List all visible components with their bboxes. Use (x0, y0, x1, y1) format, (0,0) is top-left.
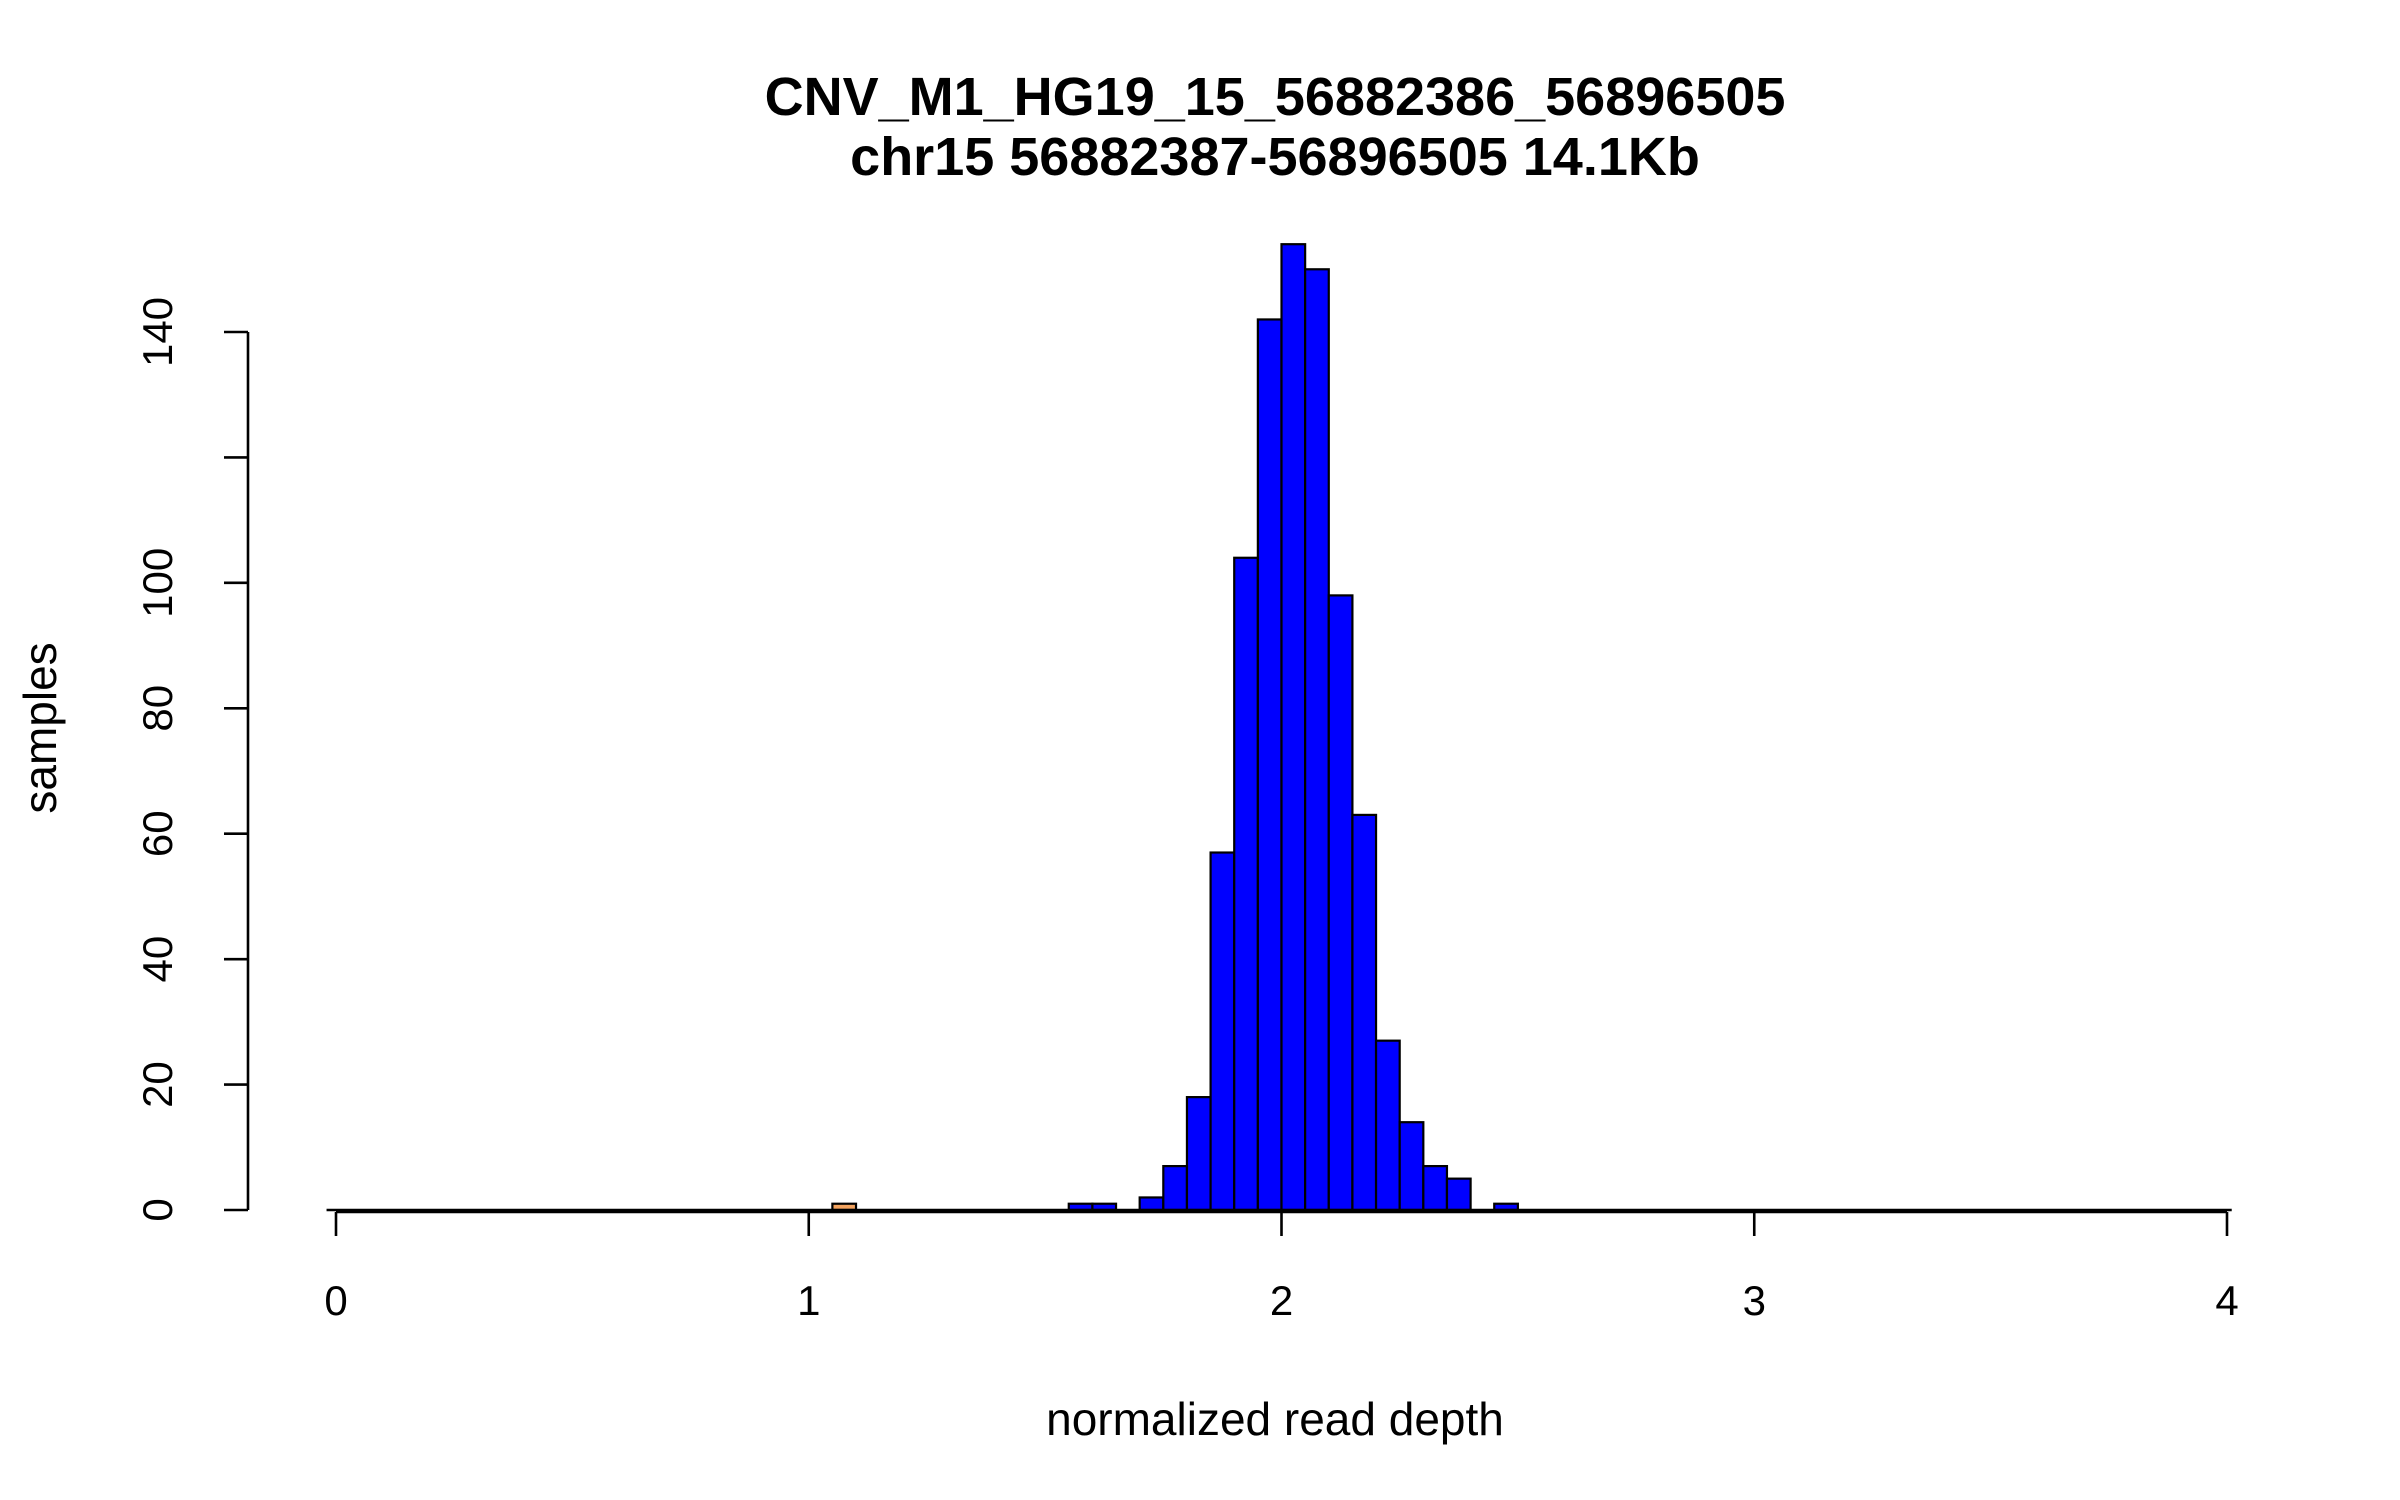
y-tick-label-60: 60 (134, 810, 181, 857)
histogram-bar (1422, 1164, 1449, 1212)
y-axis: 0 20 40 60 80 100 140 (134, 297, 250, 1222)
histogram-bar (1256, 318, 1283, 1212)
x-axis-label: normalized read depth (1046, 1393, 1504, 1445)
x-tick-label-2: 2 (1270, 1277, 1293, 1324)
histogram-bar (1351, 813, 1378, 1212)
histogram-bar (1327, 594, 1354, 1212)
histogram-bar (1209, 851, 1236, 1212)
x-tick-label-0: 0 (324, 1277, 347, 1324)
histogram-bar (1398, 1121, 1425, 1212)
chart-subtitle: chr15 56882387-56896505 14.1Kb (850, 127, 1700, 187)
x-axis: 0 1 2 3 4 (324, 1210, 2239, 1324)
histogram-bar (1185, 1096, 1212, 1212)
x-tick-label-3: 3 (1743, 1277, 1766, 1324)
histogram-bar (1304, 268, 1330, 1212)
y-axis-label: samples (14, 642, 66, 813)
y-tick-label-40: 40 (134, 936, 181, 983)
x-tick-label-1: 1 (797, 1277, 820, 1324)
y-tick-label-140: 140 (134, 297, 181, 367)
y-tick-label-80: 80 (134, 685, 181, 732)
histogram-bar (1445, 1177, 1472, 1212)
histogram-bar (1374, 1039, 1401, 1212)
histogram-bar (1162, 1164, 1189, 1212)
chart-title: CNV_M1_HG19_15_56882386_56896505 (765, 67, 1786, 127)
histogram-bar (1138, 1196, 1165, 1212)
histogram-bars (831, 243, 1519, 1212)
x-tick-label-4: 4 (2215, 1277, 2238, 1324)
y-tick-label-100: 100 (134, 548, 181, 618)
histogram-bar (1233, 556, 1259, 1212)
y-tick-label-20: 20 (134, 1061, 181, 1108)
y-tick-label-0: 0 (134, 1198, 181, 1221)
histogram-bar (1280, 243, 1307, 1212)
